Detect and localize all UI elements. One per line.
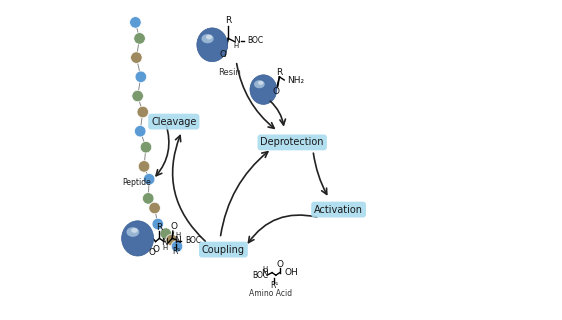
Text: R: R (277, 68, 283, 76)
Text: R¹: R¹ (270, 281, 278, 290)
Ellipse shape (201, 34, 214, 43)
Text: Coupling: Coupling (202, 244, 245, 255)
Ellipse shape (258, 81, 264, 85)
Text: Deprotection: Deprotection (260, 137, 324, 148)
Text: NH₂: NH₂ (287, 76, 305, 85)
Text: Activation: Activation (314, 204, 363, 215)
Text: N: N (175, 236, 182, 245)
Ellipse shape (126, 227, 139, 237)
Text: O: O (273, 87, 280, 96)
Text: BOC: BOC (252, 271, 268, 280)
Circle shape (171, 241, 183, 252)
Text: O: O (170, 222, 177, 231)
Text: H: H (262, 266, 268, 272)
Circle shape (135, 71, 147, 83)
Ellipse shape (250, 75, 277, 104)
Circle shape (138, 161, 150, 172)
Text: Cleavage: Cleavage (151, 116, 197, 127)
Text: N: N (161, 238, 168, 247)
Circle shape (130, 52, 142, 63)
Circle shape (149, 202, 160, 214)
Text: O: O (277, 260, 284, 269)
Text: H: H (175, 232, 180, 238)
Ellipse shape (254, 80, 265, 88)
Text: R: R (156, 223, 162, 232)
Ellipse shape (206, 35, 212, 39)
Circle shape (140, 141, 152, 153)
Circle shape (130, 17, 141, 28)
Circle shape (152, 218, 164, 230)
Text: O: O (220, 50, 227, 59)
Text: R: R (225, 16, 232, 25)
Ellipse shape (197, 28, 228, 62)
Circle shape (143, 173, 155, 185)
Circle shape (160, 228, 171, 239)
Ellipse shape (132, 228, 138, 233)
Text: Peptide: Peptide (123, 178, 151, 187)
Text: O: O (148, 248, 155, 257)
Circle shape (137, 106, 148, 118)
Text: R¹: R¹ (172, 247, 180, 256)
Text: BOC: BOC (247, 36, 264, 45)
Text: BOC: BOC (185, 236, 201, 245)
Circle shape (142, 193, 154, 204)
Text: Resin: Resin (219, 68, 241, 76)
Text: O: O (153, 245, 160, 254)
Text: Amino Acid: Amino Acid (249, 289, 292, 298)
Text: N: N (262, 269, 269, 278)
Text: H: H (162, 245, 167, 251)
Ellipse shape (121, 221, 153, 256)
Circle shape (134, 125, 146, 137)
Text: OH: OH (284, 268, 298, 277)
Circle shape (134, 33, 146, 44)
Text: N: N (233, 36, 239, 44)
Circle shape (166, 234, 178, 246)
Text: H: H (234, 44, 239, 49)
Circle shape (132, 90, 143, 102)
